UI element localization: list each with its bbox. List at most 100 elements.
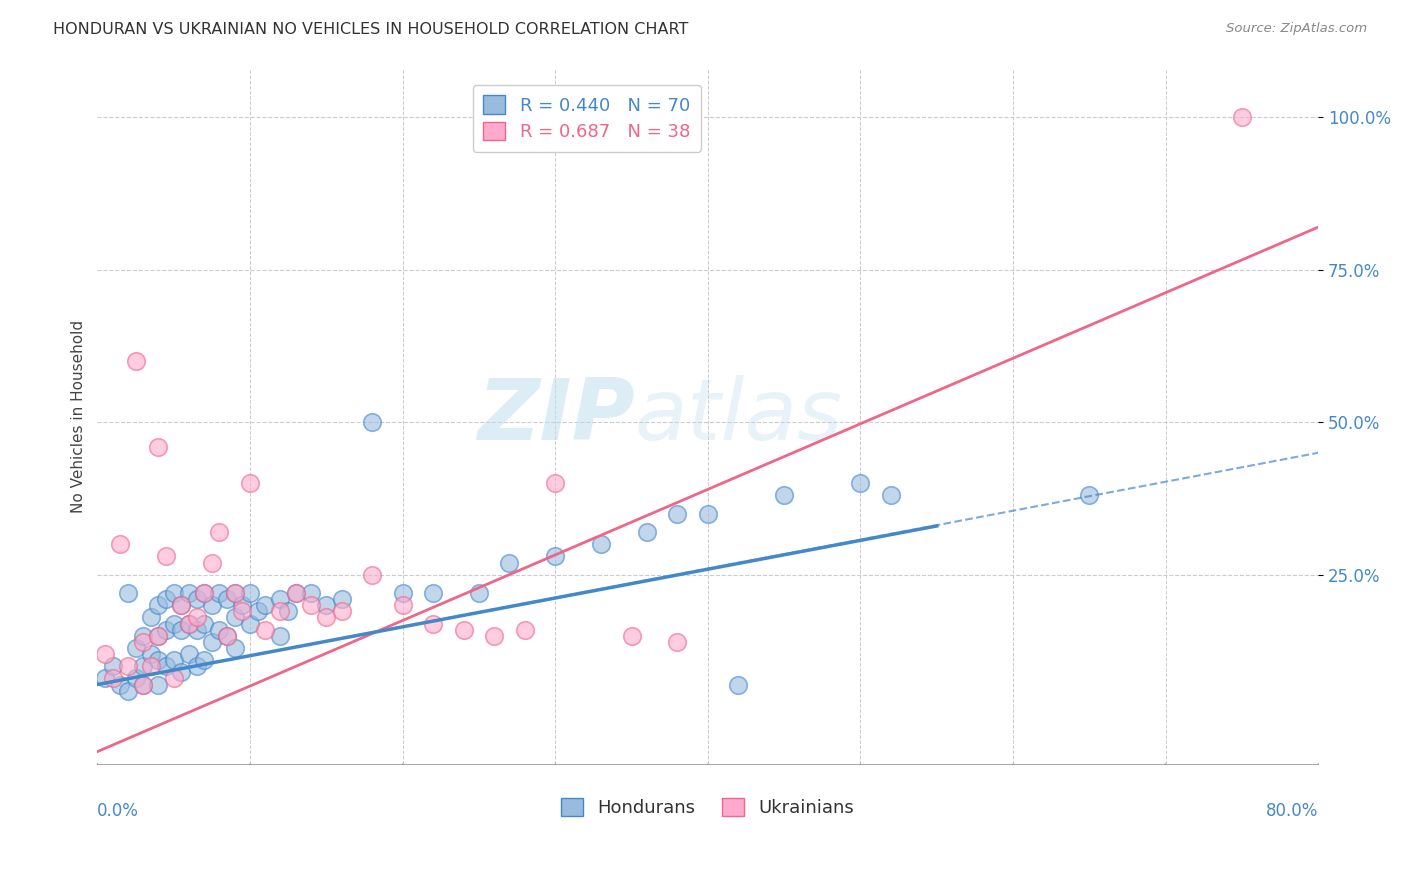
- Point: [163, 672, 186, 686]
- Point: [201, 556, 224, 570]
- Y-axis label: No Vehicles in Household: No Vehicles in Household: [72, 319, 86, 513]
- Point: [155, 623, 177, 637]
- Point: [482, 629, 505, 643]
- Point: [124, 354, 146, 368]
- Point: [361, 415, 384, 429]
- Point: [170, 623, 193, 637]
- Point: [101, 659, 124, 673]
- Point: [208, 623, 231, 637]
- Point: [269, 592, 291, 607]
- Point: [94, 672, 117, 686]
- Point: [208, 524, 231, 539]
- Point: [217, 629, 239, 643]
- Point: [217, 629, 239, 643]
- Point: [193, 586, 215, 600]
- Point: [170, 665, 193, 680]
- Point: [254, 623, 277, 637]
- Point: [193, 616, 215, 631]
- Point: [155, 549, 177, 564]
- Point: [132, 677, 155, 691]
- Point: [217, 592, 239, 607]
- Point: [315, 599, 337, 613]
- Point: [117, 586, 139, 600]
- Point: [880, 488, 903, 502]
- Point: [231, 599, 253, 613]
- Point: [110, 537, 132, 551]
- Point: [101, 672, 124, 686]
- Point: [186, 592, 208, 607]
- Point: [224, 586, 246, 600]
- Point: [330, 592, 353, 607]
- Point: [155, 659, 177, 673]
- Point: [193, 653, 215, 667]
- Point: [1230, 111, 1253, 125]
- Point: [139, 647, 162, 661]
- Point: [544, 476, 567, 491]
- Point: [117, 683, 139, 698]
- Point: [422, 586, 444, 600]
- Point: [193, 586, 215, 600]
- Point: [513, 623, 536, 637]
- Point: [284, 586, 307, 600]
- Point: [269, 629, 291, 643]
- Point: [773, 488, 796, 502]
- Text: HONDURAN VS UKRAINIAN NO VEHICLES IN HOUSEHOLD CORRELATION CHART: HONDURAN VS UKRAINIAN NO VEHICLES IN HOU…: [53, 22, 689, 37]
- Point: [224, 586, 246, 600]
- Point: [224, 640, 246, 655]
- Point: [201, 599, 224, 613]
- Point: [666, 635, 689, 649]
- Point: [132, 635, 155, 649]
- Point: [132, 677, 155, 691]
- Point: [139, 610, 162, 624]
- Text: Source: ZipAtlas.com: Source: ZipAtlas.com: [1226, 22, 1367, 36]
- Point: [1078, 488, 1101, 502]
- Point: [422, 616, 444, 631]
- Point: [177, 647, 200, 661]
- Point: [498, 556, 520, 570]
- Point: [186, 623, 208, 637]
- Point: [177, 586, 200, 600]
- Point: [148, 440, 170, 454]
- Point: [177, 616, 200, 631]
- Point: [132, 659, 155, 673]
- Point: [170, 599, 193, 613]
- Point: [299, 586, 322, 600]
- Point: [139, 659, 162, 673]
- Point: [727, 677, 749, 691]
- Point: [361, 567, 384, 582]
- Point: [636, 524, 658, 539]
- Point: [148, 599, 170, 613]
- Text: 0.0%: 0.0%: [97, 802, 139, 820]
- Point: [124, 672, 146, 686]
- Point: [224, 610, 246, 624]
- Text: atlas: atlas: [634, 375, 842, 458]
- Point: [148, 677, 170, 691]
- Point: [155, 592, 177, 607]
- Point: [269, 604, 291, 618]
- Point: [849, 476, 872, 491]
- Point: [696, 507, 718, 521]
- Point: [132, 629, 155, 643]
- Point: [330, 604, 353, 618]
- Point: [148, 629, 170, 643]
- Point: [246, 604, 269, 618]
- Point: [186, 610, 208, 624]
- Point: [186, 659, 208, 673]
- Point: [315, 610, 337, 624]
- Point: [163, 616, 186, 631]
- Point: [124, 640, 146, 655]
- Point: [148, 629, 170, 643]
- Point: [239, 616, 262, 631]
- Point: [620, 629, 643, 643]
- Point: [94, 647, 117, 661]
- Point: [208, 586, 231, 600]
- Text: ZIP: ZIP: [477, 375, 634, 458]
- Point: [170, 599, 193, 613]
- Point: [666, 507, 689, 521]
- Point: [391, 599, 413, 613]
- Point: [163, 586, 186, 600]
- Point: [117, 659, 139, 673]
- Point: [277, 604, 299, 618]
- Point: [231, 604, 253, 618]
- Point: [148, 653, 170, 667]
